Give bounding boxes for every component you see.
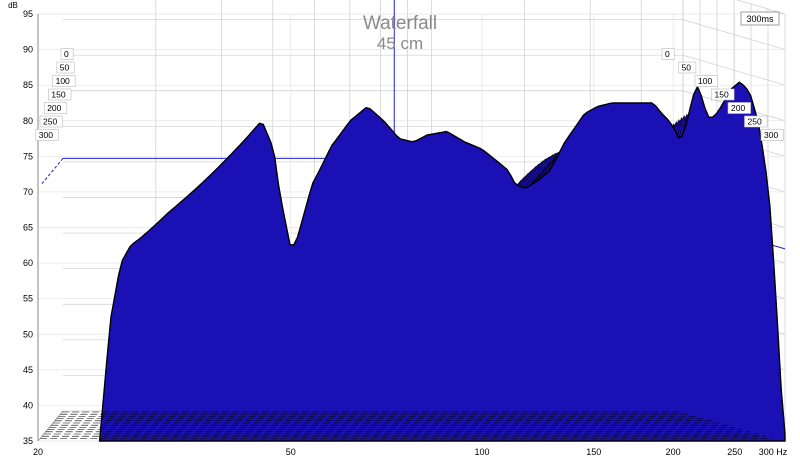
time-label-box <box>661 48 675 60</box>
x-tick-label: 300 Hz <box>759 447 788 457</box>
time-label-right: 300 <box>764 130 778 140</box>
time-label-left: 200 <box>47 103 61 113</box>
time-label-right: 50 <box>682 63 692 73</box>
y-tick-label: 60 <box>23 258 33 268</box>
chart-subtitle: 45 cm <box>377 34 423 53</box>
time-label-left: 50 <box>60 63 70 73</box>
y-tick-label: 55 <box>23 294 33 304</box>
time-label-box <box>711 88 735 101</box>
time-label-left: 0 <box>64 49 69 59</box>
time-label-right: 200 <box>731 103 745 113</box>
y-tick-label: 45 <box>23 365 33 375</box>
y-tick-label: 80 <box>23 116 33 126</box>
time-label-box <box>56 61 75 74</box>
time-label-box <box>694 75 718 87</box>
y-axis-unit-label: dB <box>8 1 18 10</box>
time-label-right: 250 <box>748 117 762 127</box>
x-tick-label: 250 <box>727 447 742 457</box>
chart-title: Waterfall <box>363 13 437 34</box>
cursor-level-line <box>41 158 64 185</box>
floor-hatch <box>40 411 773 439</box>
x-tick-label: 100 <box>474 447 489 457</box>
y-tick-label: 95 <box>23 9 33 19</box>
x-tick-label: 200 <box>666 447 681 457</box>
y-tick-label: 90 <box>23 45 33 55</box>
time-label-box <box>744 115 768 128</box>
time-label-left: 300 <box>39 130 53 140</box>
time-label-left: 100 <box>56 76 70 86</box>
time-label-left: 150 <box>51 90 65 100</box>
y-tick-label: 40 <box>23 400 33 410</box>
waterfall-slices <box>98 81 786 442</box>
y-tick-label: 65 <box>23 223 33 233</box>
time-label-box <box>48 88 72 101</box>
time-label-right: 100 <box>698 76 712 86</box>
time-label-box <box>52 75 76 87</box>
time-label-box <box>60 48 74 60</box>
time-label-box <box>39 115 63 128</box>
x-tick-label: 20 <box>33 447 43 457</box>
time-label-right: 0 <box>665 49 670 59</box>
time-label-box <box>678 61 697 74</box>
y-tick-label: 70 <box>23 187 33 197</box>
y-tick-label: 85 <box>23 80 33 90</box>
y-tick-label: 35 <box>23 436 33 446</box>
time-label-right: 150 <box>715 90 729 100</box>
time-label-box <box>760 129 784 141</box>
time-label-box <box>727 102 751 114</box>
time-label-box <box>35 129 59 141</box>
time-readout: 300ms <box>746 14 774 24</box>
time-label-box <box>43 102 68 114</box>
x-tick-label: 50 <box>286 447 296 457</box>
time-readout-box <box>740 11 780 26</box>
y-tick-label: 50 <box>23 329 33 339</box>
x-tick-label: 150 <box>586 447 601 457</box>
y-tick-label: 75 <box>23 151 33 161</box>
waterfall-slice <box>98 81 786 442</box>
time-label-left: 250 <box>43 117 57 127</box>
